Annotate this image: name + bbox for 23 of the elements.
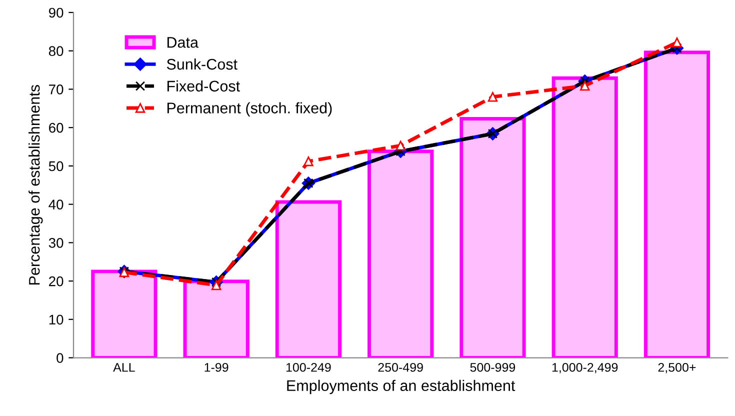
x-tick-label: ALL	[113, 363, 135, 372]
x-axis-title: Employments of an establishment	[287, 380, 516, 394]
x-tick-label: 1,000-2,499	[552, 362, 618, 374]
y-tick-label: 70	[49, 84, 64, 94]
y-tick-label: 0	[56, 353, 64, 363]
x-tick-label: 2,500+	[658, 362, 696, 374]
y-tick-label: 60	[49, 122, 64, 133]
y-tick-label: 20	[49, 276, 64, 286]
y-axis-title: Percentage of establishments	[28, 85, 43, 284]
y-tick-label: 40	[48, 200, 64, 210]
legend-label: Sunk-Cost	[166, 58, 238, 70]
y-tick-label: 30	[48, 238, 64, 248]
x-tick-label: 500-999	[470, 362, 516, 372]
x-tick-label: 250-499	[378, 362, 423, 372]
legend-label: Fixed-Cost	[167, 80, 240, 92]
y-tick-label: 50	[48, 161, 64, 172]
legend-label: Data	[167, 37, 198, 48]
x-tick-label: 100-249	[286, 362, 331, 372]
y-tick-label: 10	[49, 314, 64, 325]
y-tick-label: 90	[48, 8, 64, 18]
legend-label: Permanent (stoch. fixed)	[167, 102, 332, 116]
x-tick-label: 1-99	[204, 362, 228, 372]
y-tick-label: 80	[48, 46, 64, 56]
